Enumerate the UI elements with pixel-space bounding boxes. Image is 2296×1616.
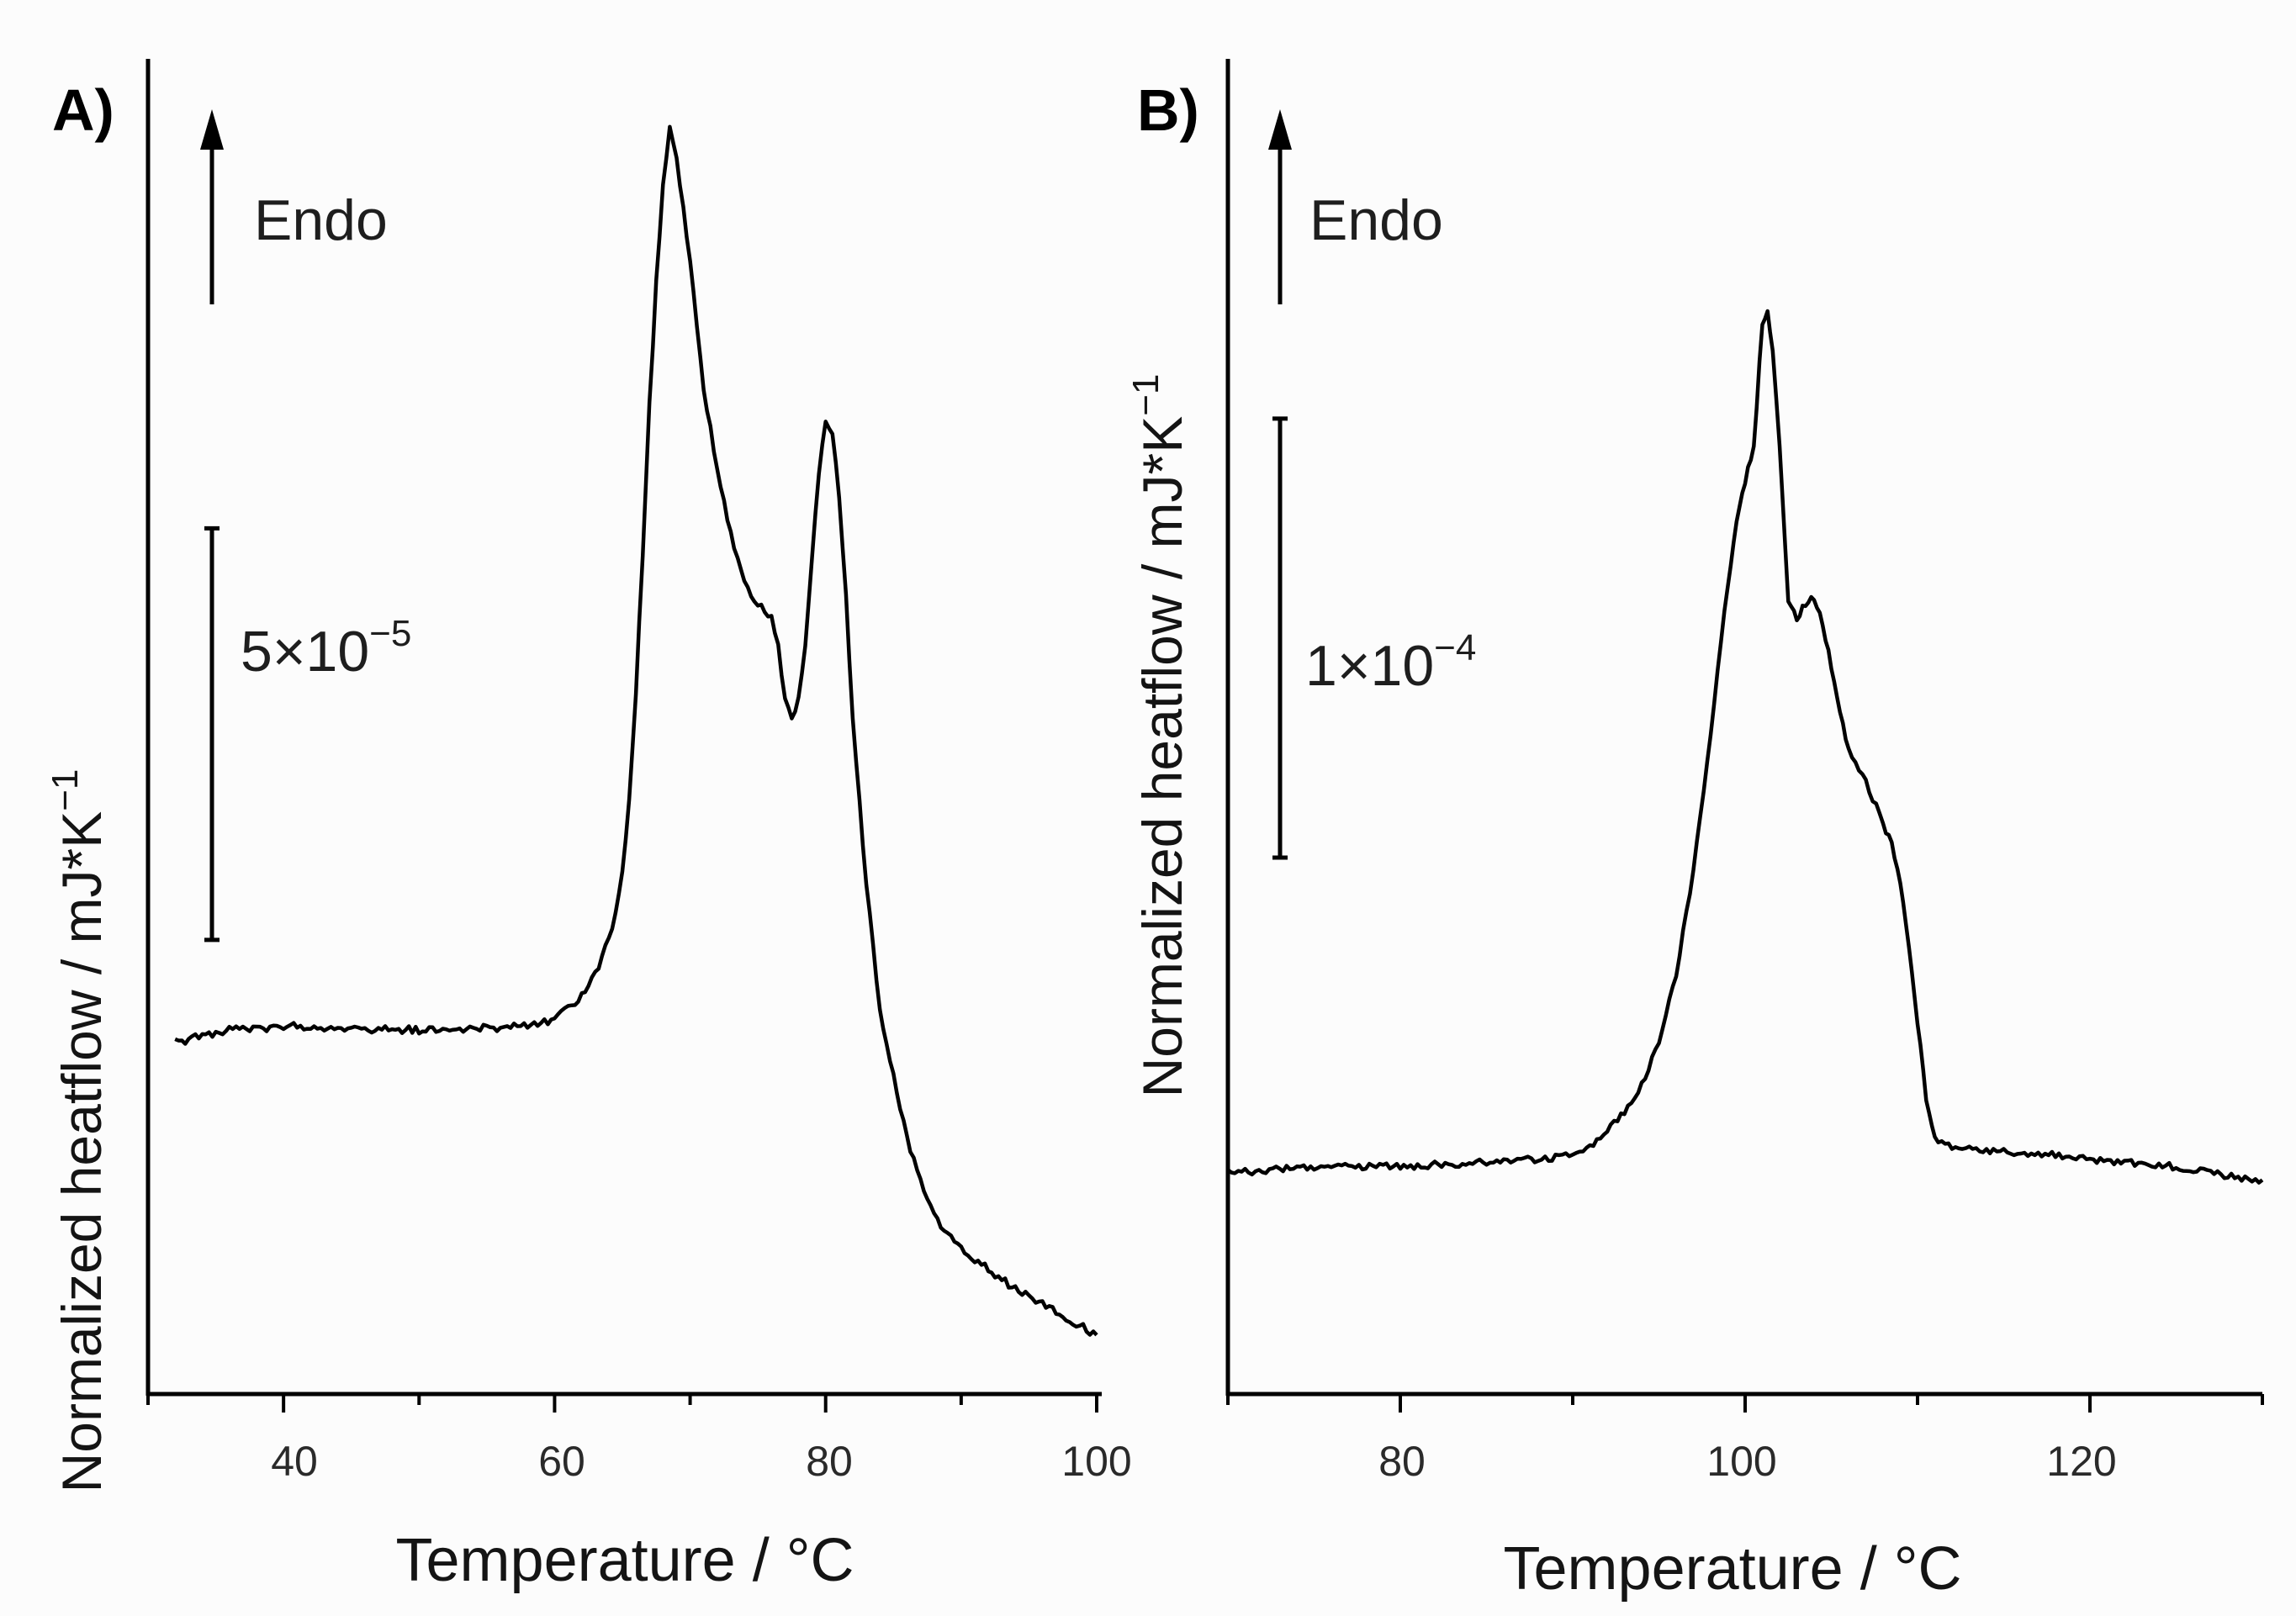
- panel-a-xtick-label: 80: [806, 1438, 853, 1485]
- panel-b-scale-text: 1×10: [1305, 634, 1434, 698]
- panel-a-ylabel-main: Normalized heatflow / mJ*K: [50, 811, 113, 1493]
- panel-a-ylabel: Normalized heatflow / mJ*K−1: [45, 769, 113, 1493]
- panel-b-xtick-label: 100: [1706, 1438, 1776, 1485]
- panel-b-xtick-label: 80: [1378, 1438, 1426, 1485]
- panel-a-xtick-label: 60: [538, 1438, 585, 1485]
- panel-a-endo-arrow-icon: [200, 109, 224, 150]
- panel-a-xlabel: Temperature / °C: [396, 1527, 854, 1594]
- panel-b-ylabel-sup: −1: [1125, 374, 1167, 416]
- panel-b-x-ticks: [1226, 1394, 2264, 1413]
- panel-a-scale-label: 5×10−5: [241, 613, 411, 684]
- panel-b: B) Normalized heatflow / mJ*K−1 80 100 1…: [1125, 59, 2264, 1603]
- panel-a-scale-text: 5×10: [241, 620, 369, 684]
- panel-a: A) Normalized heatflow / mJ*K−1 40 60 80…: [45, 59, 1132, 1594]
- panel-b-endo-arrow-icon: [1268, 109, 1292, 150]
- panel-b-scale-sup: −4: [1434, 627, 1476, 668]
- panel-b-scale-bar: [1272, 416, 1288, 860]
- panel-b-trace: [1226, 309, 2264, 1185]
- panel-a-x-ticks: [146, 1394, 1098, 1413]
- panel-b-endo-label: Endo: [1309, 188, 1443, 252]
- panel-a-endo-label: Endo: [254, 188, 388, 252]
- panel-a-scale-bar: [204, 525, 220, 943]
- panel-a-label: A): [52, 77, 114, 143]
- panel-b-xtick-label: 120: [2046, 1438, 2116, 1485]
- panel-b-scale-label: 1×10−4: [1305, 627, 1476, 698]
- panel-a-scale-sup: −5: [369, 613, 411, 654]
- panel-b-label: B): [1137, 77, 1199, 143]
- panel-a-trace: [174, 124, 1098, 1337]
- panel-b-ylabel: Normalized heatflow / mJ*K−1: [1125, 374, 1193, 1098]
- panel-a-xtick-label: 40: [271, 1438, 318, 1485]
- panel-b-ylabel-main: Normalized heatflow / mJ*K: [1131, 416, 1193, 1098]
- panel-b-xlabel: Temperature / °C: [1504, 1535, 1962, 1603]
- panel-a-xtick-label: 100: [1061, 1438, 1131, 1485]
- panel-a-ylabel-sup: −1: [45, 769, 86, 811]
